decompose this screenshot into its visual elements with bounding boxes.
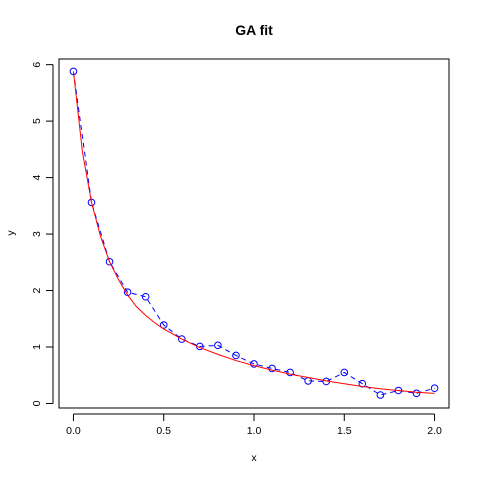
- x-tick-label: 1.0: [247, 425, 262, 437]
- data-point: [412, 389, 421, 398]
- data-point: [141, 292, 150, 301]
- chart-title: GA fit: [235, 22, 273, 38]
- data-point: [430, 384, 439, 393]
- y-tick-label: 3: [31, 231, 43, 237]
- x-tick-label: 0.5: [156, 425, 171, 437]
- y-tick-label: 0: [31, 400, 43, 406]
- data-point: [250, 360, 258, 368]
- observed-dashed-line: [72, 71, 435, 396]
- fitted-curve-line: [72, 71, 435, 394]
- y-tick-label: 1: [31, 344, 43, 350]
- data-point: [214, 341, 222, 350]
- data-point: [286, 368, 294, 377]
- data-point: [87, 198, 96, 207]
- plot-area: 0.0 0.5 1.0 1.5 2.0 0 1 2 3 4 5 6: [31, 58, 450, 437]
- y-tick-label: 6: [31, 62, 43, 68]
- data-point: [105, 257, 114, 266]
- y-tick-label: 4: [31, 175, 43, 181]
- x-tick-label: 0.0: [66, 425, 81, 437]
- y-tick-label: 5: [31, 118, 43, 124]
- y-tick-label: 2: [31, 287, 43, 293]
- data-point: [340, 368, 349, 377]
- data-point: [376, 391, 385, 399]
- data-point: [268, 364, 276, 373]
- data-point: [159, 321, 168, 329]
- y-axis-label: y: [5, 230, 17, 236]
- plot-frame: [58, 58, 450, 409]
- data-point: [232, 351, 240, 360]
- data-point: [177, 335, 186, 343]
- x-tick-label: 2.0: [427, 425, 442, 437]
- x-axis-label: x: [251, 452, 257, 464]
- x-tick-label: 1.5: [337, 425, 352, 437]
